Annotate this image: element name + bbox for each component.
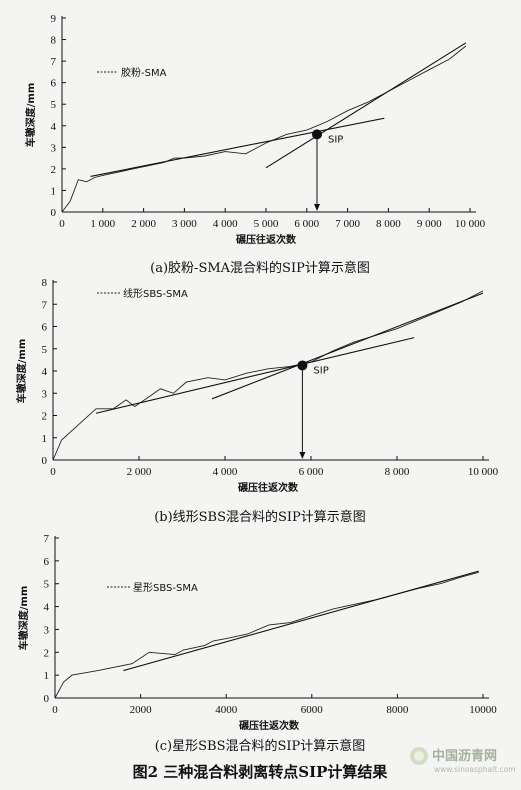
- y-tick-label: 4: [44, 602, 50, 614]
- x-axis-label: 碾压往返次数: [239, 719, 300, 732]
- sip-label: SIP: [328, 134, 343, 145]
- x-tick-label: 9 000: [417, 218, 442, 230]
- y-tick-label: 1: [42, 433, 48, 445]
- x-tick-label: 7 000: [335, 218, 360, 230]
- x-tick-label: 4000: [215, 704, 238, 716]
- y-tick-label: 1: [51, 185, 57, 197]
- legend-label: 胶粉-SMA: [121, 66, 167, 79]
- y-tick-label: 5: [44, 579, 50, 591]
- y-tick-label: 2: [44, 647, 50, 659]
- y-tick-label: 3: [51, 142, 57, 154]
- series-line: [52, 290, 484, 461]
- y-tick-label: 6: [42, 322, 48, 334]
- x-tick-label: 10000: [469, 704, 497, 716]
- y-tick-label: 6: [44, 556, 50, 568]
- fit-line-second-stage: [265, 42, 467, 169]
- x-tick-label: 8 000: [376, 218, 401, 230]
- chart-panel-b: 0 2 000 4 000 6 000 8 000 10 000 0 1 2 3 4 5 6 7 8 碾压往返…: [15, 277, 499, 494]
- sip-label: SIP: [313, 365, 328, 376]
- watermark-name: 中国沥青网: [432, 748, 497, 764]
- x-tick-label: 1 000: [90, 218, 115, 230]
- y-tick-label: 6: [51, 78, 57, 90]
- y-tick-label: 7: [42, 299, 48, 311]
- watermark-url: www.sinoasphalt.com: [434, 765, 515, 774]
- y-tick-label: 7: [44, 533, 50, 545]
- y-tick-label: 8: [42, 277, 48, 289]
- fit-line-first-stage: [123, 570, 479, 672]
- y-tick-label: 3: [44, 624, 50, 636]
- sip-arrow-head: [299, 452, 306, 459]
- sip-arrow-head: [314, 204, 320, 211]
- x-tick-label: 2 000: [127, 466, 152, 478]
- watermark-globe-core: [414, 751, 424, 761]
- x-tick-label: 4 000: [213, 466, 238, 478]
- y-tick-label: 9: [51, 13, 57, 25]
- panel-caption: (c)星形SBS混合料的SIP计算示意图: [155, 738, 366, 754]
- x-tick-label: 6000: [301, 704, 324, 716]
- x-axis-label: 碾压往返次数: [238, 481, 299, 494]
- y-tick-label: 2: [42, 411, 48, 423]
- x-tick-label: 2 000: [131, 218, 156, 230]
- x-tick-label: 0: [50, 466, 56, 478]
- y-axis-label: 车辙深度/mm: [24, 83, 37, 148]
- fit-line-first-stage: [90, 117, 385, 177]
- chart-panel-a: 0 1 000 2 000 3 000 4 000 5 000 6 000 7 000 8 00…: [24, 13, 486, 246]
- sip-point: [297, 360, 308, 371]
- y-axis-label: 车辙深度/mm: [15, 339, 28, 404]
- legend-label: 线形SBS-SMA: [123, 287, 188, 300]
- y-tick-label: 8: [51, 35, 57, 47]
- y-tick-label: 5: [42, 344, 48, 356]
- y-tick-label: 2: [51, 164, 57, 176]
- y-tick-label: 0: [44, 693, 50, 705]
- y-tick-label: 5: [51, 99, 57, 111]
- x-tick-label: 5 000: [254, 218, 279, 230]
- x-tick-label: 8 000: [385, 466, 410, 478]
- x-tick-label: 6 000: [294, 218, 319, 230]
- figure-title: 图2 三种混合料剥离转点SIP计算结果: [133, 763, 389, 781]
- x-tick-label: 3 000: [172, 218, 197, 230]
- x-tick-label: 0: [59, 218, 65, 230]
- legend-label: 星形SBS-SMA: [133, 582, 198, 594]
- y-tick-label: 7: [51, 56, 57, 68]
- y-tick-label: 3: [42, 388, 48, 400]
- fit-line-first-stage: [95, 337, 415, 414]
- y-tick-label: 4: [42, 366, 48, 378]
- x-axis-label: 碾压往返次数: [236, 233, 297, 246]
- sip-point: [312, 129, 322, 140]
- x-tick-label: 0: [52, 704, 58, 716]
- panel-caption: (a)胶粉-SMA混合料的SIP计算示意图: [150, 260, 370, 276]
- x-tick-label: 10 000: [468, 466, 499, 478]
- chart-panel-c: 0 2000 4000 6000 8000 10000 0 1 2 3 4 5 6 7 碾压往返次数 车辙深度…: [17, 533, 497, 732]
- y-tick-label: 0: [42, 455, 48, 467]
- x-tick-label: 6 000: [299, 466, 324, 478]
- y-tick-label: 4: [51, 121, 57, 133]
- fit-line-second-stage: [211, 292, 484, 400]
- panel-caption: (b)线形SBS混合料的SIP计算示意图: [154, 509, 366, 525]
- y-axis-label: 车辙深度/mm: [17, 586, 30, 651]
- x-tick-label: 10 000: [455, 218, 486, 230]
- series-line: [54, 571, 479, 699]
- y-tick-label: 0: [51, 207, 57, 219]
- x-tick-label: 8000: [386, 704, 409, 716]
- x-tick-label: 2000: [130, 704, 153, 716]
- x-tick-label: 4 000: [213, 218, 238, 230]
- y-tick-label: 1: [44, 670, 50, 682]
